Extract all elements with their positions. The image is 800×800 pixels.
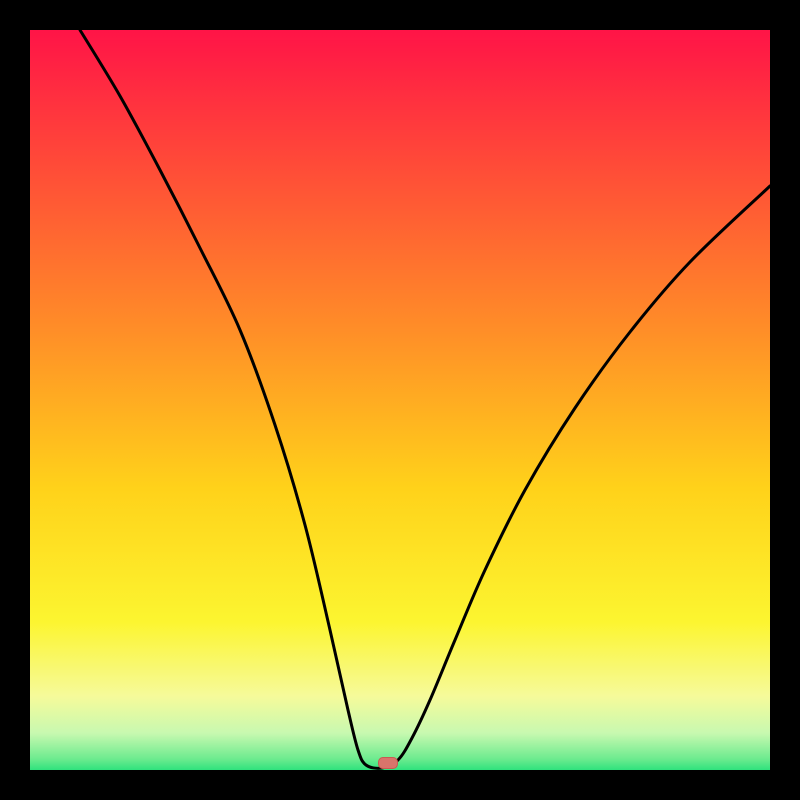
curve-layer [30, 30, 770, 770]
border-bottom [0, 770, 800, 800]
border-top [0, 0, 800, 30]
plot-area [30, 30, 770, 770]
border-right [770, 0, 800, 800]
bottleneck-curve [80, 30, 770, 768]
border-left [0, 0, 30, 800]
chart-frame: TheBottleneck.com [0, 0, 800, 800]
minimum-marker [378, 757, 398, 769]
